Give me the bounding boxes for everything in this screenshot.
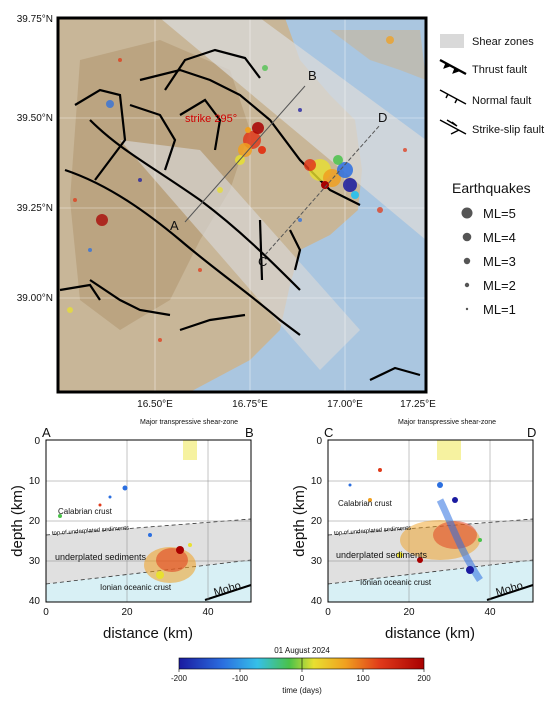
lon-label-2: 16.75°E [232, 399, 268, 410]
shear-zone-band-ab [183, 440, 197, 460]
profile-label-d: D [378, 110, 387, 125]
colorbar-tick-0: 0 [300, 674, 305, 683]
strike-slip-fault-symbol [439, 119, 467, 135]
lat-label-3: 39.25°N [17, 203, 53, 214]
shear-zone-band-cd [437, 440, 461, 460]
ab-ytick-10: 10 [29, 476, 41, 487]
ab-ytick-40: 40 [29, 596, 41, 607]
ab-ytick-20: 20 [29, 516, 41, 527]
earthquake-scatter [67, 36, 407, 342]
section-end-b: B [245, 425, 254, 440]
cd-xtick-0: 0 [325, 607, 331, 618]
normal-fault-symbol [439, 89, 467, 105]
legend-thrust-fault: Thrust fault [472, 64, 527, 76]
ab-ylabel: depth (km) [9, 485, 26, 557]
legend-ml4: ML=4 [483, 230, 516, 245]
lon-label-3: 17.00°E [327, 399, 363, 410]
label-ionian-cd: Ionian oceanic crust [360, 578, 432, 587]
hypocenters-cd [348, 468, 483, 582]
cross-section-ab: Calabrian crust top of underplated sedim… [9, 419, 254, 642]
cd-ytick-30: 30 [311, 556, 323, 567]
ab-ytick-0: 0 [34, 436, 40, 447]
cd-ytick-10: 10 [311, 476, 323, 487]
map-frame [56, 16, 428, 394]
legend-normal-fault: Normal fault [472, 95, 531, 107]
lon-label-4: 17.25°E [400, 399, 436, 410]
shear-zone-title-ab: Major transpressive shear-zone [140, 419, 238, 426]
legend-ml5: ML=5 [483, 206, 516, 221]
magnitude-3-dot [463, 257, 471, 265]
legend-shear-zones: Shear zones [472, 36, 534, 48]
lat-label-4: 39.00°N [17, 293, 53, 304]
magnitude-1-dot [465, 307, 469, 311]
ab-xtick-40: 40 [202, 607, 214, 618]
label-sediments-ab: underplated sediments [55, 552, 147, 562]
cd-xtick-40: 40 [484, 607, 496, 618]
shear-zone-swatch [440, 34, 464, 48]
magnitude-5-dot [461, 207, 473, 219]
lat-label-2: 39.50°N [17, 113, 53, 124]
ab-xlabel: distance (km) [103, 625, 193, 642]
cd-ytick-0: 0 [316, 436, 322, 447]
profile-line-cd [264, 124, 381, 256]
colorbar-tick-100: 100 [356, 674, 370, 683]
label-ionian-ab: Ionian oceanic crust [100, 583, 172, 592]
legend-ml2: ML=2 [483, 278, 516, 293]
cd-ylabel: depth (km) [291, 485, 308, 557]
legend: Shear zones Thrust fault Normal fault St… [439, 34, 544, 317]
ab-xtick-0: 0 [43, 607, 49, 618]
cd-xlabel: distance (km) [385, 625, 475, 642]
ionian-crust-layer [46, 560, 251, 602]
colorbar-tick-200: 200 [417, 674, 431, 683]
cd-ytick-40: 40 [311, 596, 323, 607]
lon-label-1: 16.50°E [137, 399, 173, 410]
thrust-fault-symbol [439, 58, 467, 76]
magnitude-2-dot [464, 282, 470, 288]
map-panel: A B C D strike 295° 39.75°N 39.50°N 39.2… [17, 14, 436, 410]
colorbar-tick-m200: -200 [171, 674, 188, 683]
label-crust-ab: Calabrian crust [58, 507, 113, 516]
ab-ytick-30: 30 [29, 556, 41, 567]
legend-ml1: ML=1 [483, 302, 516, 317]
section-start-a: A [42, 425, 51, 440]
label-crust-cd: Calabrian crust [338, 499, 393, 508]
legend-earthquakes-title: Earthquakes [452, 180, 531, 196]
underplated-sediment-layer [46, 519, 251, 584]
label-top-sediments-cd: top of underplated sediments [334, 526, 412, 537]
map-grid [58, 18, 426, 392]
label-sediments-cd: underplated sediments [336, 550, 428, 560]
legend-strike-slip-fault: Strike-slip fault [472, 124, 544, 136]
profile-label-c: C [258, 254, 267, 269]
legend-ml3: ML=3 [483, 254, 516, 269]
profile-line-ab [184, 85, 306, 223]
lat-label-1: 39.75°N [17, 14, 53, 25]
colorbar: 01 August 2024 -200 -100 0 100 200 time … [171, 646, 431, 695]
strike-label: strike 295° [185, 113, 237, 125]
magnitude-4-dot [462, 232, 472, 242]
colorbar-label: time (days) [282, 686, 322, 695]
section-end-d: D [527, 425, 536, 440]
shear-zone-north [160, 18, 426, 240]
section-start-c: C [324, 425, 333, 440]
ab-xtick-20: 20 [121, 607, 133, 618]
ionian-crust-layer-cd [328, 560, 533, 602]
profile-label-a: A [170, 218, 179, 233]
hypocenters-ab [58, 485, 196, 583]
profile-label-b: B [308, 68, 317, 83]
shear-zone-title-cd: Major transpressive shear-zone [398, 419, 496, 426]
colorbar-gradient [178, 657, 425, 670]
cd-xtick-20: 20 [403, 607, 415, 618]
colorbar-tick-m100: -100 [232, 674, 249, 683]
label-top-sediments-ab: top of underplated sediments [52, 526, 130, 537]
cross-section-cd: Calabrian crust top of underplated sedim… [291, 419, 536, 642]
shear-zone-south [120, 140, 360, 370]
land-east [330, 30, 426, 80]
cd-ytick-20: 20 [311, 516, 323, 527]
colorbar-date: 01 August 2024 [274, 646, 330, 655]
